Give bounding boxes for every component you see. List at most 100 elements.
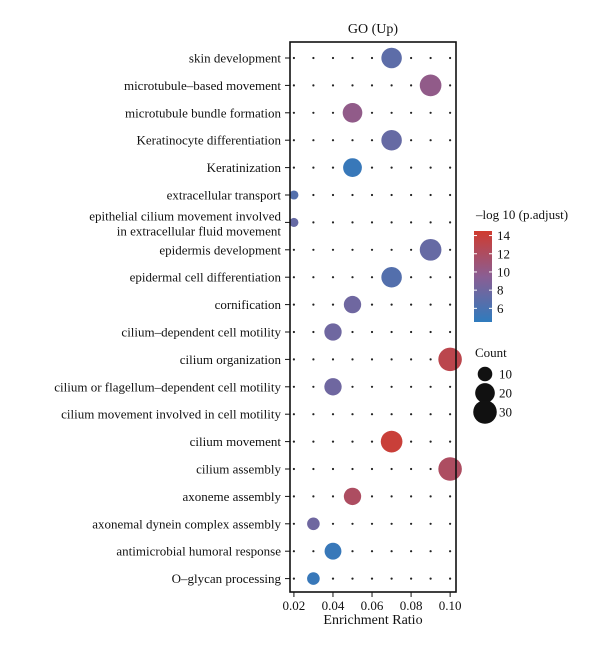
- grid-dot: [449, 139, 451, 141]
- chart-title: GO (Up): [348, 22, 398, 37]
- x-tick-label: 0.04: [322, 598, 345, 613]
- category-labels: skin development microtubule–based moveme…: [54, 51, 290, 587]
- grid-dot: [430, 468, 432, 470]
- color-legend: –log 10 (p.adjust) 6 8 10 12 14: [474, 207, 568, 322]
- grid-dot: [371, 550, 373, 552]
- grid-dot: [391, 167, 393, 169]
- grid-dot: [410, 441, 412, 443]
- category-label: axonemal dynein complex assembly: [92, 516, 281, 531]
- grid-dot: [430, 386, 432, 388]
- grid-dot: [391, 468, 393, 470]
- grid-dot: [332, 495, 334, 497]
- category-label: cilium movement involved in cell motilit…: [61, 407, 281, 422]
- x-tick-label: 0.08: [400, 598, 423, 613]
- data-point: [324, 378, 341, 395]
- grid-dot: [351, 413, 353, 415]
- size-legend-dot: [473, 400, 497, 424]
- grid-dot: [293, 84, 295, 86]
- grid-dot: [332, 413, 334, 415]
- grid-dot: [293, 249, 295, 251]
- x-tick-label: 0.10: [439, 598, 462, 613]
- grid-dot: [332, 84, 334, 86]
- grid-dot: [293, 468, 295, 470]
- category-label: epidermal cell differentiation: [130, 270, 282, 285]
- grid-dot: [430, 331, 432, 333]
- grid-dot: [430, 304, 432, 306]
- grid-dot: [449, 276, 451, 278]
- grid-dot: [410, 578, 412, 580]
- data-point: [438, 348, 462, 372]
- grid-dot: [371, 413, 373, 415]
- grid-dot: [293, 167, 295, 169]
- grid-dot: [312, 550, 314, 552]
- grid-dot: [371, 495, 373, 497]
- grid-dot: [312, 276, 314, 278]
- grid-dot: [371, 84, 373, 86]
- data-point: [381, 431, 403, 453]
- grid-dot: [410, 276, 412, 278]
- category-label: cilium or flagellum–dependent cell motil…: [54, 379, 281, 394]
- x-tick-label: 0.02: [283, 598, 306, 613]
- grid-dot: [351, 57, 353, 59]
- size-legend-label: 30: [499, 405, 512, 420]
- grid-dot: [312, 139, 314, 141]
- data-point: [438, 457, 462, 481]
- grid-dot: [293, 112, 295, 114]
- category-label: antimicrobial humoral response: [116, 544, 281, 559]
- grid-dot: [410, 221, 412, 223]
- grid-dot: [410, 413, 412, 415]
- size-legend-title: Count: [475, 345, 507, 360]
- grid-dot: [293, 304, 295, 306]
- grid-dot: [293, 523, 295, 525]
- size-legend-label: 20: [499, 386, 512, 401]
- color-legend-label: 12: [497, 246, 510, 261]
- grid-dot: [410, 167, 412, 169]
- size-legend-items: 10 20 30: [473, 367, 512, 424]
- grid-dot: [351, 221, 353, 223]
- grid-dot: [351, 441, 353, 443]
- category-label: skin development: [189, 51, 281, 66]
- grid-dot: [410, 358, 412, 360]
- category-label: microtubule–based movement: [124, 78, 281, 93]
- color-legend-title: –log 10 (p.adjust): [475, 207, 568, 222]
- grid-dot: [332, 167, 334, 169]
- grid-dot: [449, 386, 451, 388]
- grid-dot: [351, 386, 353, 388]
- grid-dot: [430, 358, 432, 360]
- grid-dot: [410, 112, 412, 114]
- grid-dot: [449, 221, 451, 223]
- grid-dot: [371, 249, 373, 251]
- grid-dot: [312, 194, 314, 196]
- grid-dot: [351, 249, 353, 251]
- grid-dot: [371, 331, 373, 333]
- data-point: [343, 158, 362, 177]
- grid-dot: [391, 84, 393, 86]
- grid-dot: [391, 221, 393, 223]
- grid-dot: [410, 523, 412, 525]
- grid-dot: [312, 112, 314, 114]
- category-label: Keratinocyte differentiation: [136, 133, 281, 148]
- data-point: [420, 75, 442, 97]
- grid-dot: [430, 57, 432, 59]
- grid-dot: [371, 441, 373, 443]
- category-label: cornification: [215, 297, 282, 312]
- grid-dot: [430, 167, 432, 169]
- grid-dot: [430, 112, 432, 114]
- grid-dot: [332, 249, 334, 251]
- grid-dot: [293, 331, 295, 333]
- grid-dot: [312, 84, 314, 86]
- category-label: cilium organization: [180, 352, 282, 367]
- grid-dot: [312, 495, 314, 497]
- grid-dot: [351, 468, 353, 470]
- category-label: O–glycan processing: [172, 571, 282, 586]
- grid-dot: [312, 57, 314, 59]
- grid-dot: [293, 413, 295, 415]
- grid-dot: [332, 358, 334, 360]
- grid-dot: [371, 221, 373, 223]
- category-label-line: epithelial cilium movement involved: [89, 208, 281, 223]
- grid-dot: [293, 57, 295, 59]
- color-legend-label: 8: [497, 283, 504, 298]
- grid-dot: [332, 194, 334, 196]
- size-legend-dot: [475, 383, 495, 403]
